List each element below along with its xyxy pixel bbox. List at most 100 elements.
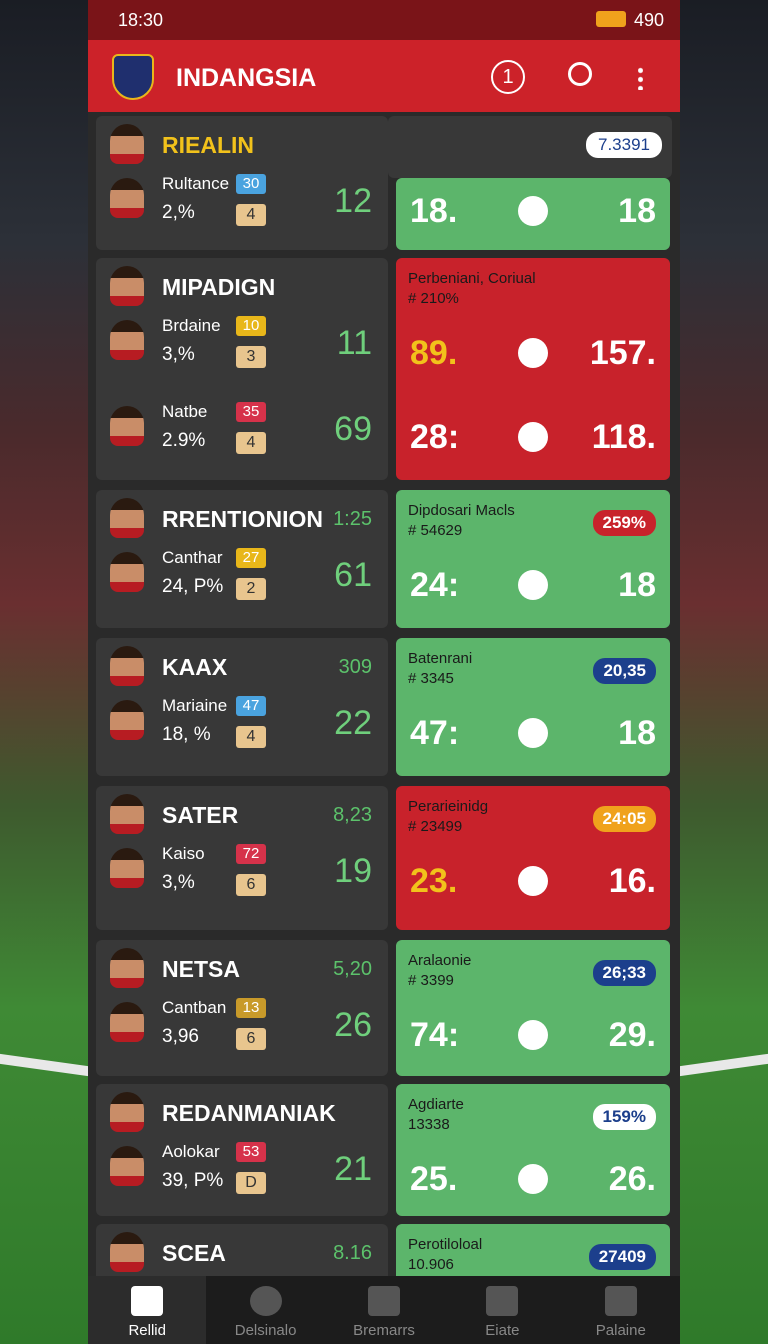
player-name: Natbe <box>162 402 208 421</box>
avatar <box>110 498 144 538</box>
player-stat: 2,% <box>162 202 195 223</box>
player-rank: 4 <box>236 204 266 226</box>
nav-label: Rellid <box>128 1322 166 1339</box>
pitch-line <box>0 1053 88 1077</box>
odds-code: # 3345 <box>408 670 454 687</box>
odds-panel[interactable]: Agdiarte 13338 159% 25. 26. <box>396 1084 670 1216</box>
odds-code: # 210% <box>408 290 459 307</box>
player-rank: 6 <box>236 874 266 896</box>
player-stat: 18, % <box>162 724 211 745</box>
match-card[interactable]: SCEA 8.16 Perotiloloal 10.906 27409 <box>88 1224 680 1276</box>
match-card[interactable]: RIEALIN Rultance 30 2,% 4 12 7.3391 18. 18 <box>88 116 680 250</box>
player-score: 22 <box>334 704 372 742</box>
odds-panel[interactable]: Aralaonie # 3399 26;33 74: 29. <box>396 940 670 1076</box>
match-card[interactable]: REDANMANIAK Aolokar 53 39, P% D 21 Agdiarte 133… <box>88 1084 680 1216</box>
battery-icon <box>596 11 626 27</box>
nav-item[interactable]: Delsinalo <box>206 1276 324 1344</box>
team-title: SATER <box>162 802 239 828</box>
avatar <box>110 406 144 446</box>
nav-icon <box>486 1286 519 1316</box>
nav-icon <box>131 1286 164 1316</box>
match-card[interactable]: SATER 8,23 Kaiso 72 3,% 6 19 Perarieinidg # 2349… <box>88 786 680 930</box>
team-value: 1:25 <box>333 508 372 530</box>
player-score: 19 <box>334 852 372 890</box>
avatar <box>110 700 144 740</box>
odds-icon <box>518 718 548 748</box>
odds-away: 118. <box>591 418 656 456</box>
app-screen: 18:30 490 INDANGSIA 1 RIEALIN Rultance 30 2… <box>88 0 680 1344</box>
match-card[interactable]: MIPADIGN Brdaine 10 3,% 3 11 Natbe 35 2.9% 4 69 Per… <box>88 258 680 480</box>
odds-code: 13338 <box>408 1116 450 1133</box>
odds-home: 47: <box>410 714 460 752</box>
nav-item[interactable]: Eiate <box>443 1276 561 1344</box>
odds-label: Agdiarte <box>408 1096 464 1113</box>
app-title: INDANGSIA <box>176 64 317 92</box>
avatar <box>110 1002 144 1042</box>
team-title: NETSA <box>162 956 240 982</box>
odds-label: Dipdosari Macls <box>408 502 515 519</box>
team-panel: SATER 8,23 Kaiso 72 3,% 6 19 <box>96 786 388 930</box>
avatar <box>110 646 144 686</box>
odds-away: 18 <box>618 566 656 604</box>
match-card[interactable]: NETSA 5,20 Cantban 13 3,96 6 26 Aralaonie # 3399… <box>88 940 680 1076</box>
player-badge: 13 <box>236 998 266 1018</box>
team-panel: KAAX 309 Mariaine 47 18, % 4 22 <box>96 638 388 776</box>
nav-item[interactable]: Rellid <box>88 1276 207 1344</box>
player-name: Canthar <box>162 548 223 567</box>
odds-code: # 23499 <box>408 818 463 835</box>
player-rank: 6 <box>236 1028 266 1050</box>
odds-pill: 24:05 <box>592 806 656 832</box>
player-rank: 4 <box>236 726 266 748</box>
notification-button[interactable]: 1 <box>491 60 525 94</box>
odds-home: 24: <box>410 566 460 604</box>
nav-item[interactable]: Bremarrs <box>325 1276 443 1344</box>
odds-label: Aralaonie <box>408 952 472 969</box>
match-list: RIEALIN Rultance 30 2,% 4 12 7.3391 18. 18 MIPADI… <box>88 112 680 1276</box>
odds-code: # 54629 <box>408 522 463 539</box>
avatar <box>110 948 144 988</box>
odds-panel[interactable]: Perotiloloal 10.906 27409 <box>396 1224 670 1276</box>
odds-icon <box>518 338 548 368</box>
match-card[interactable]: RRENTIONION 1:25 Canthar 27 24, P% 2 61 Dipdosa… <box>88 490 680 628</box>
team-title: RIEALIN <box>162 132 254 158</box>
odds-panel[interactable]: Batenrani # 3345 20,35 47: 18 <box>396 638 670 776</box>
nav-item[interactable]: Palaine <box>562 1276 680 1344</box>
avatar <box>110 794 144 834</box>
odds-away: 18 <box>618 192 656 230</box>
nav-icon <box>249 1286 282 1316</box>
avatar <box>110 1146 144 1186</box>
odds-panel[interactable]: 18. 18 <box>396 178 670 250</box>
avatar <box>110 124 144 164</box>
nav-icon <box>604 1286 637 1316</box>
player-badge: 47 <box>236 696 266 716</box>
menu-button[interactable] <box>638 66 643 90</box>
odds-icon <box>518 1020 548 1050</box>
nav-icon <box>367 1286 400 1316</box>
team-value: 309 <box>338 656 372 678</box>
team-title: REDANMANIAK <box>162 1100 336 1126</box>
player-name: Rultance <box>162 174 230 193</box>
match-card[interactable]: KAAX 309 Mariaine 47 18, % 4 22 Batenrani # 3345… <box>88 638 680 776</box>
odds-panel[interactable]: Perbeniani, Coriual # 210% 89. 157. 28: 118. <box>396 258 670 480</box>
odds-icon <box>518 422 548 452</box>
player-stat: 39, P% <box>162 1170 224 1191</box>
odds-icon <box>518 570 548 600</box>
player-rank: 2 <box>236 578 266 600</box>
odds-away: 29. <box>608 1016 656 1054</box>
player-stat: 3,% <box>162 344 195 365</box>
search-button[interactable] <box>568 62 592 86</box>
odds-away: 16. <box>608 862 656 900</box>
pitch-line <box>680 1053 768 1077</box>
avatar <box>110 848 144 888</box>
odds-panel[interactable]: Perarieinidg # 23499 24:05 23. 16. <box>396 786 670 930</box>
player-rank: D <box>236 1172 266 1194</box>
odds-code: 10.906 <box>408 1256 454 1273</box>
odds-pill: 159% <box>592 1104 656 1130</box>
odds-home: 74: <box>410 1016 460 1054</box>
odds-pill: 20,35 <box>593 658 656 684</box>
odds-panel[interactable]: Dipdosari Macls # 54629 259% 24: 18 <box>396 490 670 628</box>
odds-away: 157. <box>589 334 656 372</box>
nav-label: Bremarrs <box>353 1322 415 1339</box>
player-rank: 3 <box>236 346 266 368</box>
